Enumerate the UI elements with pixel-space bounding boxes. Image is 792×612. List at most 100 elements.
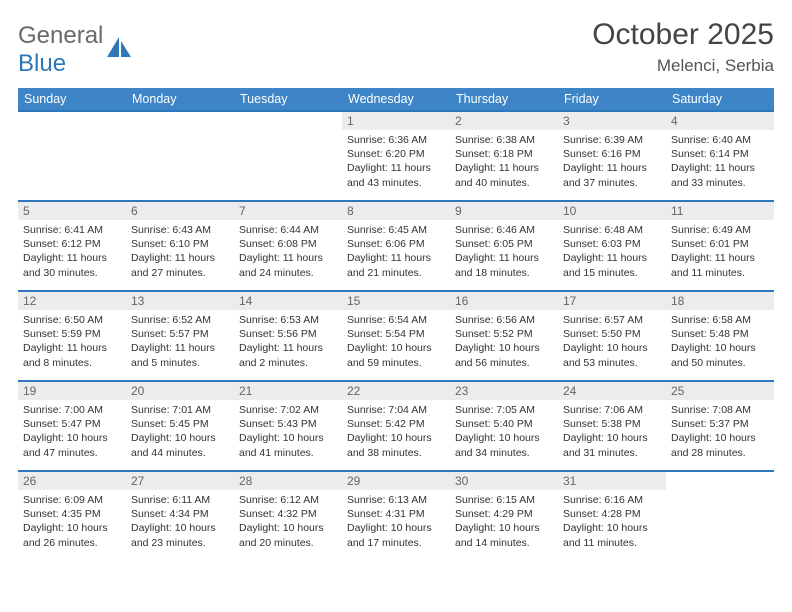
day-content: Sunrise: 6:56 AMSunset: 5:52 PMDaylight:…	[450, 310, 558, 374]
day-line: Sunrise: 6:48 AM	[563, 223, 661, 237]
day-line: and 5 minutes.	[131, 356, 229, 370]
day-number: 14	[234, 292, 342, 310]
day-line: Sunset: 6:05 PM	[455, 237, 553, 251]
day-line: Daylight: 10 hours	[563, 521, 661, 535]
day-line: Sunrise: 7:05 AM	[455, 403, 553, 417]
day-line: Sunset: 5:54 PM	[347, 327, 445, 341]
day-number: 16	[450, 292, 558, 310]
day-number	[666, 472, 774, 490]
weekday-header: Saturday	[666, 88, 774, 111]
day-line: Daylight: 11 hours	[131, 251, 229, 265]
day-number: 28	[234, 472, 342, 490]
day-line: Daylight: 10 hours	[455, 341, 553, 355]
calendar-day-cell: 17Sunrise: 6:57 AMSunset: 5:50 PMDayligh…	[558, 291, 666, 381]
day-number: 25	[666, 382, 774, 400]
day-line: Sunset: 5:37 PM	[671, 417, 769, 431]
calendar-day-cell: 9Sunrise: 6:46 AMSunset: 6:05 PMDaylight…	[450, 201, 558, 291]
day-content: Sunrise: 6:12 AMSunset: 4:32 PMDaylight:…	[234, 490, 342, 554]
weekday-header: Tuesday	[234, 88, 342, 111]
calendar-day-cell: 6Sunrise: 6:43 AMSunset: 6:10 PMDaylight…	[126, 201, 234, 291]
day-content: Sunrise: 6:15 AMSunset: 4:29 PMDaylight:…	[450, 490, 558, 554]
day-content: Sunrise: 6:44 AMSunset: 6:08 PMDaylight:…	[234, 220, 342, 284]
day-line: Sunrise: 6:41 AM	[23, 223, 121, 237]
calendar-day-cell: 23Sunrise: 7:05 AMSunset: 5:40 PMDayligh…	[450, 381, 558, 471]
calendar-day-cell: 4Sunrise: 6:40 AMSunset: 6:14 PMDaylight…	[666, 111, 774, 201]
day-number: 26	[18, 472, 126, 490]
day-line: and 17 minutes.	[347, 536, 445, 550]
day-line: Sunset: 4:29 PM	[455, 507, 553, 521]
logo-word2: Blue	[18, 50, 66, 77]
title-block: October 2025 Melenci, Serbia	[592, 18, 774, 76]
day-line: Daylight: 11 hours	[347, 161, 445, 175]
day-number: 18	[666, 292, 774, 310]
day-line: and 56 minutes.	[455, 356, 553, 370]
day-number: 3	[558, 112, 666, 130]
day-content: Sunrise: 7:04 AMSunset: 5:42 PMDaylight:…	[342, 400, 450, 464]
day-line: and 11 minutes.	[563, 536, 661, 550]
calendar-week-row: 1Sunrise: 6:36 AMSunset: 6:20 PMDaylight…	[18, 111, 774, 201]
day-line: Daylight: 10 hours	[23, 521, 121, 535]
calendar-day-cell: 13Sunrise: 6:52 AMSunset: 5:57 PMDayligh…	[126, 291, 234, 381]
day-line: and 15 minutes.	[563, 266, 661, 280]
day-line: and 11 minutes.	[671, 266, 769, 280]
page-subtitle: Melenci, Serbia	[592, 56, 774, 76]
day-line: Sunset: 5:57 PM	[131, 327, 229, 341]
day-content: Sunrise: 6:52 AMSunset: 5:57 PMDaylight:…	[126, 310, 234, 374]
calendar-day-cell: 30Sunrise: 6:15 AMSunset: 4:29 PMDayligh…	[450, 471, 558, 561]
weekday-header: Wednesday	[342, 88, 450, 111]
day-line: Sunset: 6:16 PM	[563, 147, 661, 161]
day-line: and 14 minutes.	[455, 536, 553, 550]
day-line: Sunset: 5:47 PM	[23, 417, 121, 431]
day-content: Sunrise: 6:48 AMSunset: 6:03 PMDaylight:…	[558, 220, 666, 284]
day-line: and 18 minutes.	[455, 266, 553, 280]
day-line: and 21 minutes.	[347, 266, 445, 280]
day-line: Sunrise: 7:01 AM	[131, 403, 229, 417]
day-line: Daylight: 10 hours	[563, 431, 661, 445]
day-number: 5	[18, 202, 126, 220]
day-number: 10	[558, 202, 666, 220]
calendar-day-cell: 19Sunrise: 7:00 AMSunset: 5:47 PMDayligh…	[18, 381, 126, 471]
calendar-day-cell: 18Sunrise: 6:58 AMSunset: 5:48 PMDayligh…	[666, 291, 774, 381]
day-number	[234, 112, 342, 130]
day-content: Sunrise: 6:49 AMSunset: 6:01 PMDaylight:…	[666, 220, 774, 284]
day-content: Sunrise: 6:45 AMSunset: 6:06 PMDaylight:…	[342, 220, 450, 284]
day-line: Daylight: 11 hours	[23, 341, 121, 355]
day-line: Daylight: 11 hours	[131, 341, 229, 355]
day-line: Sunrise: 6:09 AM	[23, 493, 121, 507]
weekday-header-row: Sunday Monday Tuesday Wednesday Thursday…	[18, 88, 774, 111]
day-line: Daylight: 11 hours	[347, 251, 445, 265]
calendar-week-row: 26Sunrise: 6:09 AMSunset: 4:35 PMDayligh…	[18, 471, 774, 561]
day-line: Daylight: 10 hours	[131, 521, 229, 535]
day-number	[126, 112, 234, 130]
day-content: Sunrise: 6:13 AMSunset: 4:31 PMDaylight:…	[342, 490, 450, 554]
day-line: Sunrise: 6:40 AM	[671, 133, 769, 147]
day-line: Daylight: 11 hours	[563, 251, 661, 265]
day-line: and 33 minutes.	[671, 176, 769, 190]
day-line: Sunrise: 6:56 AM	[455, 313, 553, 327]
day-line: Sunrise: 7:06 AM	[563, 403, 661, 417]
day-line: Sunrise: 6:12 AM	[239, 493, 337, 507]
day-line: Daylight: 11 hours	[239, 341, 337, 355]
day-line: and 31 minutes.	[563, 446, 661, 460]
day-line: Sunrise: 6:54 AM	[347, 313, 445, 327]
day-content: Sunrise: 6:16 AMSunset: 4:28 PMDaylight:…	[558, 490, 666, 554]
day-line: Sunrise: 6:50 AM	[23, 313, 121, 327]
day-line: and 40 minutes.	[455, 176, 553, 190]
day-line: and 53 minutes.	[563, 356, 661, 370]
day-line: Daylight: 10 hours	[347, 341, 445, 355]
day-line: and 23 minutes.	[131, 536, 229, 550]
logo-word1: General	[18, 22, 103, 49]
calendar-day-cell: 10Sunrise: 6:48 AMSunset: 6:03 PMDayligh…	[558, 201, 666, 291]
day-content	[234, 130, 342, 137]
day-number: 24	[558, 382, 666, 400]
day-line: and 8 minutes.	[23, 356, 121, 370]
logo-text: General Blue	[18, 22, 103, 78]
day-number: 11	[666, 202, 774, 220]
day-content: Sunrise: 6:38 AMSunset: 6:18 PMDaylight:…	[450, 130, 558, 194]
day-line: Sunrise: 6:13 AM	[347, 493, 445, 507]
calendar-day-cell: 26Sunrise: 6:09 AMSunset: 4:35 PMDayligh…	[18, 471, 126, 561]
day-line: Sunset: 5:38 PM	[563, 417, 661, 431]
day-content: Sunrise: 6:54 AMSunset: 5:54 PMDaylight:…	[342, 310, 450, 374]
calendar-day-cell: 25Sunrise: 7:08 AMSunset: 5:37 PMDayligh…	[666, 381, 774, 471]
day-line: Sunset: 6:03 PM	[563, 237, 661, 251]
